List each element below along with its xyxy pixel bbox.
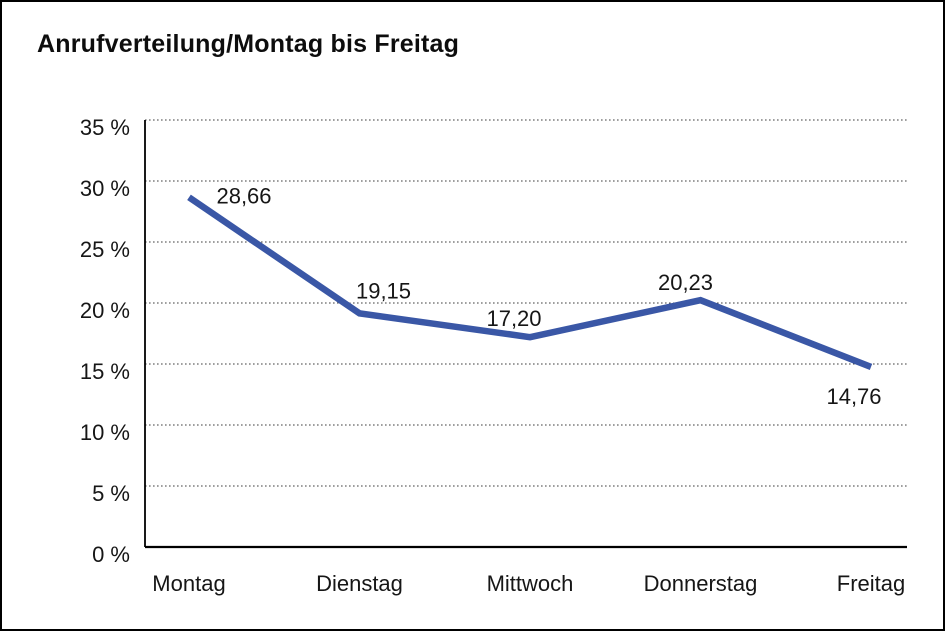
y-tick-label: 5 % — [92, 481, 130, 506]
data-point-label: 19,15 — [356, 278, 411, 303]
y-tick-label: 15 % — [80, 359, 130, 384]
x-category-label: Freitag — [837, 571, 905, 596]
y-tick-label: 0 % — [92, 542, 130, 567]
series-line — [187, 194, 873, 370]
x-category-label: Montag — [152, 571, 225, 596]
chart-title: Anrufverteilung/Montag bis Freitag — [37, 30, 460, 58]
data-point-label: 14,76 — [826, 384, 881, 409]
x-category-label: Dienstag — [316, 571, 403, 596]
y-tick-label: 25 % — [80, 237, 130, 262]
y-tick-label: 35 % — [80, 115, 130, 140]
data-point-label: 17,20 — [486, 306, 541, 331]
y-tick-label: 30 % — [80, 176, 130, 201]
x-category-label: Mittwoch — [487, 571, 574, 596]
y-tick-label: 10 % — [80, 420, 130, 445]
data-point-label: 28,66 — [216, 183, 271, 208]
data-point-label: 20,23 — [658, 270, 713, 295]
y-tick-label: 20 % — [80, 298, 130, 323]
x-category-label: Donnerstag — [644, 571, 758, 596]
